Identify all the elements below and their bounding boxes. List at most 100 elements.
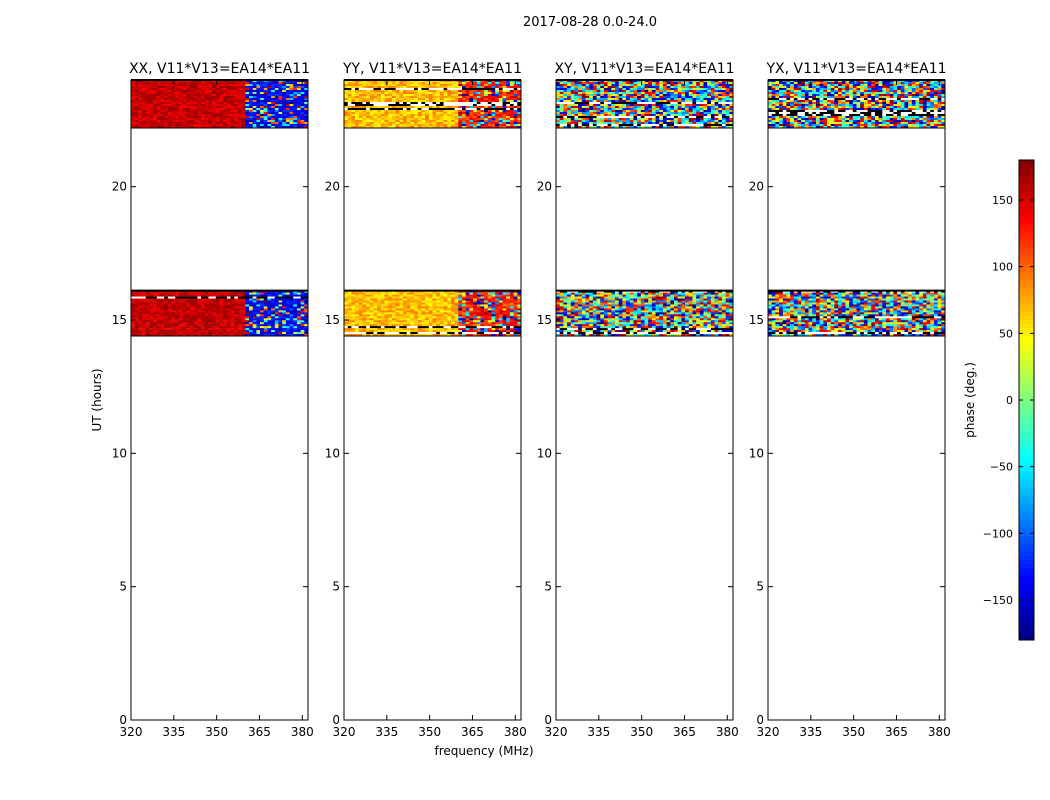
phase-cell (219, 112, 224, 115)
phase-cell (450, 302, 455, 305)
phase-cell (377, 84, 382, 87)
phase-cell (167, 106, 172, 109)
phase-cell (252, 118, 257, 121)
phase-cell (710, 86, 715, 89)
phase-cell (484, 330, 489, 333)
phase-cell (699, 90, 704, 93)
phase-cell (145, 114, 150, 117)
phase-cell (377, 92, 382, 95)
phase-cell (237, 86, 242, 89)
phase-cell (149, 314, 154, 317)
phase-cell (421, 116, 426, 119)
phase-cell (436, 86, 441, 89)
phase-cell (491, 90, 496, 93)
phase-cell (458, 104, 463, 107)
phase-cell (134, 120, 139, 123)
phase-cell (204, 316, 209, 319)
phase-cell (175, 314, 180, 317)
phase-cell (473, 328, 478, 331)
phase-cell (204, 102, 209, 105)
phase-cell (197, 326, 202, 329)
phase-cell (581, 90, 586, 93)
phase-cell (256, 334, 261, 337)
phase-cell (226, 118, 231, 121)
phase-cell (212, 92, 217, 95)
phase-cell (699, 88, 704, 91)
phase-cell (267, 302, 272, 305)
phase-cell (428, 114, 433, 117)
phase-cell (454, 314, 459, 317)
phase-cell (260, 110, 265, 113)
phase-cell (391, 320, 396, 323)
phase-cell (285, 94, 290, 97)
phase-cell (517, 294, 522, 297)
phase-cell (271, 312, 276, 315)
phase-cell (351, 88, 356, 91)
phase-cell (696, 94, 701, 97)
phase-cell (517, 124, 522, 127)
phase-cell (208, 334, 213, 337)
phase-cell (428, 296, 433, 299)
phase-cell (131, 314, 135, 317)
phase-cell (443, 332, 448, 335)
phase-cell (651, 86, 656, 89)
phase-cell (487, 106, 492, 109)
phase-cell (362, 86, 367, 89)
phase-cell (473, 120, 478, 123)
phase-cell (721, 92, 726, 95)
phase-cell (421, 304, 426, 307)
phase-cell (428, 334, 433, 337)
phase-cell (447, 334, 452, 337)
phase-cell (509, 332, 514, 335)
phase-cell (344, 104, 348, 107)
phase-cell (249, 298, 253, 301)
phase-cell (615, 94, 619, 97)
phase-cell (476, 114, 481, 117)
phase-cell (358, 92, 363, 95)
phase-cell (439, 310, 444, 313)
phase-cell (304, 326, 309, 329)
phase-cell (237, 318, 242, 321)
phase-cell (134, 122, 139, 125)
phase-cell (729, 84, 734, 87)
phase-cell (278, 326, 283, 329)
phase-cell (171, 294, 176, 297)
phase-cell (164, 116, 169, 119)
phase-cell (153, 112, 158, 115)
phase-cell (681, 82, 686, 85)
phase-cell (237, 306, 242, 309)
phase-cell (495, 308, 500, 311)
phase-cell (439, 306, 444, 309)
phase-cell (640, 88, 645, 91)
phase-cell (469, 100, 474, 103)
phase-cell (618, 92, 623, 95)
phase-cell (403, 302, 407, 305)
phase-cell (495, 306, 500, 309)
phase-cell (204, 98, 209, 101)
phase-cell (260, 116, 265, 119)
phase-cell (406, 90, 411, 93)
phase-cell (164, 90, 169, 93)
phase-cell (285, 98, 290, 101)
phase-cell (304, 110, 309, 113)
phase-cell (249, 320, 253, 323)
phase-cell (391, 98, 396, 101)
phase-cell (296, 98, 301, 101)
phase-cell (138, 82, 143, 85)
phase-cell (425, 290, 430, 293)
phase-cell (278, 334, 283, 337)
phase-cell (215, 324, 220, 327)
phase-cell (476, 304, 481, 307)
phase-cell (465, 102, 470, 105)
phase-cell (237, 290, 242, 293)
phase-cell (366, 118, 371, 121)
phase-cell (282, 312, 287, 315)
phase-cell (432, 110, 437, 113)
phase-cell (498, 322, 503, 325)
phase-cell (186, 294, 191, 297)
phase-cell (256, 294, 261, 297)
phase-cell (384, 100, 389, 103)
phase-cell (491, 320, 496, 323)
phase-cell (260, 100, 265, 103)
phase-cell (480, 114, 485, 117)
